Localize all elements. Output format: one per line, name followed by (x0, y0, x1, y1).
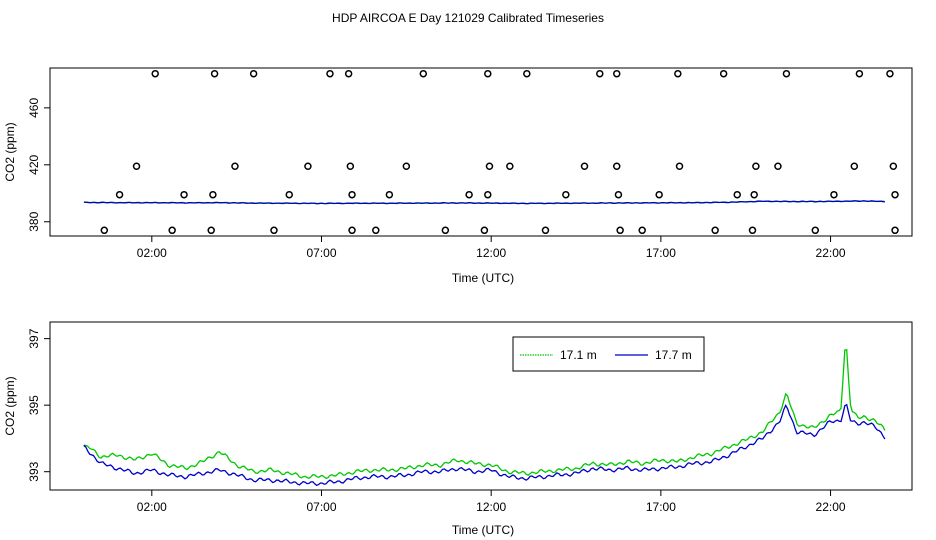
calibration-point (891, 190, 899, 199)
bottom-series-lines (83, 349, 886, 487)
top-y-axis: 380 420 460 (27, 98, 50, 232)
x-tick-label: 17:00 (646, 246, 676, 260)
top-calibration-points (100, 69, 899, 235)
calibration-point (674, 69, 682, 78)
bottom-y-axis: 393 395 397 (27, 328, 50, 482)
calibration-point (614, 190, 623, 199)
calibration-point (180, 190, 188, 199)
calibration-point (830, 190, 838, 199)
x-tick-label: 22:00 (816, 246, 846, 260)
calibration-point (523, 69, 531, 78)
legend-box (512, 336, 705, 372)
top-plot-frame (49, 67, 913, 237)
top-x-axis: 02:00 07:00 12:00 17:00 22:00 (137, 236, 846, 260)
calibration-point (209, 190, 217, 199)
calibration-point (151, 69, 159, 78)
calibration-point (711, 226, 719, 235)
calibration-point (480, 226, 489, 235)
y-tick-label: 395 (27, 395, 41, 415)
calibration-point (774, 162, 782, 170)
calibration-point (782, 69, 791, 78)
y-tick-label: 393 (27, 461, 41, 481)
series-line-17.1m (83, 349, 886, 480)
calibration-point (210, 69, 219, 78)
calibration-point (719, 69, 728, 78)
calibration-point (506, 162, 514, 170)
legend: 17.1 m 17.7 m (512, 336, 705, 372)
calibration-point (541, 226, 550, 235)
calibration-point (562, 190, 570, 199)
calibration-point (750, 190, 758, 199)
calibration-point (346, 162, 355, 170)
calibration-point (132, 162, 141, 170)
calibration-point (372, 226, 380, 235)
x-tick-label: 22:00 (816, 500, 846, 514)
calibration-point (285, 190, 294, 199)
calibration-point (811, 226, 820, 235)
calibration-point (733, 190, 741, 199)
top-chart: 02:00 07:00 12:00 17:00 22:00 380 420 460 Time… (3, 67, 913, 285)
calibration-point (100, 226, 109, 235)
calibration-point (580, 162, 589, 170)
bottom-y-axis-label: CO2 (ppm) (3, 376, 17, 435)
calibration-point (855, 69, 864, 78)
calibration-point (326, 69, 334, 78)
top-series-lines (83, 200, 886, 205)
x-tick-label: 02:00 (137, 500, 167, 514)
calibration-point (748, 226, 757, 235)
calibration-point (402, 162, 411, 170)
calibration-point (207, 226, 215, 235)
bottom-chart: 02:00 07:00 12:00 17:00 22:00 393 395 397 Time… (3, 321, 913, 537)
calibration-point (616, 226, 624, 235)
calibration-point (304, 162, 312, 170)
calibration-point (419, 69, 428, 78)
calibration-point (485, 162, 494, 170)
calibration-point (270, 226, 278, 235)
bottom-x-axis: 02:00 07:00 12:00 17:00 22:00 (137, 490, 846, 514)
calibration-point (655, 190, 663, 199)
calibration-point (231, 162, 239, 170)
calibration-point (596, 69, 604, 78)
calibration-point (752, 162, 760, 170)
calibration-point (886, 69, 894, 78)
x-tick-label: 12:00 (476, 246, 506, 260)
x-tick-label: 17:00 (646, 500, 676, 514)
y-tick-label: 420 (27, 154, 41, 174)
calibration-point (484, 69, 492, 78)
figure-title: HDP AIRCOA E Day 121029 Calibrated Times… (332, 11, 604, 25)
calibration-point (891, 226, 899, 235)
bottom-plot-frame (49, 321, 913, 491)
x-tick-label: 07:00 (306, 500, 336, 514)
x-tick-label: 02:00 (137, 246, 167, 260)
calibration-point (385, 190, 394, 199)
calibration-point (850, 162, 859, 170)
calibration-point (675, 162, 684, 170)
calibration-point (612, 162, 621, 170)
y-tick-label: 460 (27, 98, 41, 118)
calibration-point (168, 226, 176, 235)
calibration-point (484, 190, 492, 199)
legend-label-blue: 17.7 m (655, 348, 692, 362)
y-tick-label: 380 (27, 211, 41, 231)
calibration-point (249, 69, 258, 78)
legend-label-green: 17.1 m (560, 348, 597, 362)
x-tick-label: 07:00 (306, 246, 336, 260)
calibration-point (638, 226, 646, 235)
bottom-x-axis-label: Time (UTC) (452, 523, 514, 537)
calibration-point (348, 190, 356, 199)
calibration-point (889, 162, 898, 170)
top-x-axis-label: Time (UTC) (452, 271, 514, 285)
calibration-point (344, 69, 353, 78)
series-line-17.7m (83, 403, 886, 487)
calibration-point (348, 226, 356, 235)
y-tick-label: 397 (27, 328, 41, 348)
calibration-point (465, 190, 473, 199)
calibration-point (441, 226, 450, 235)
x-tick-label: 12:00 (476, 500, 506, 514)
top-y-axis-label: CO2 (ppm) (3, 122, 17, 181)
calibration-point (115, 190, 124, 199)
calibration-point (612, 69, 621, 78)
series-line-blue (83, 200, 885, 205)
